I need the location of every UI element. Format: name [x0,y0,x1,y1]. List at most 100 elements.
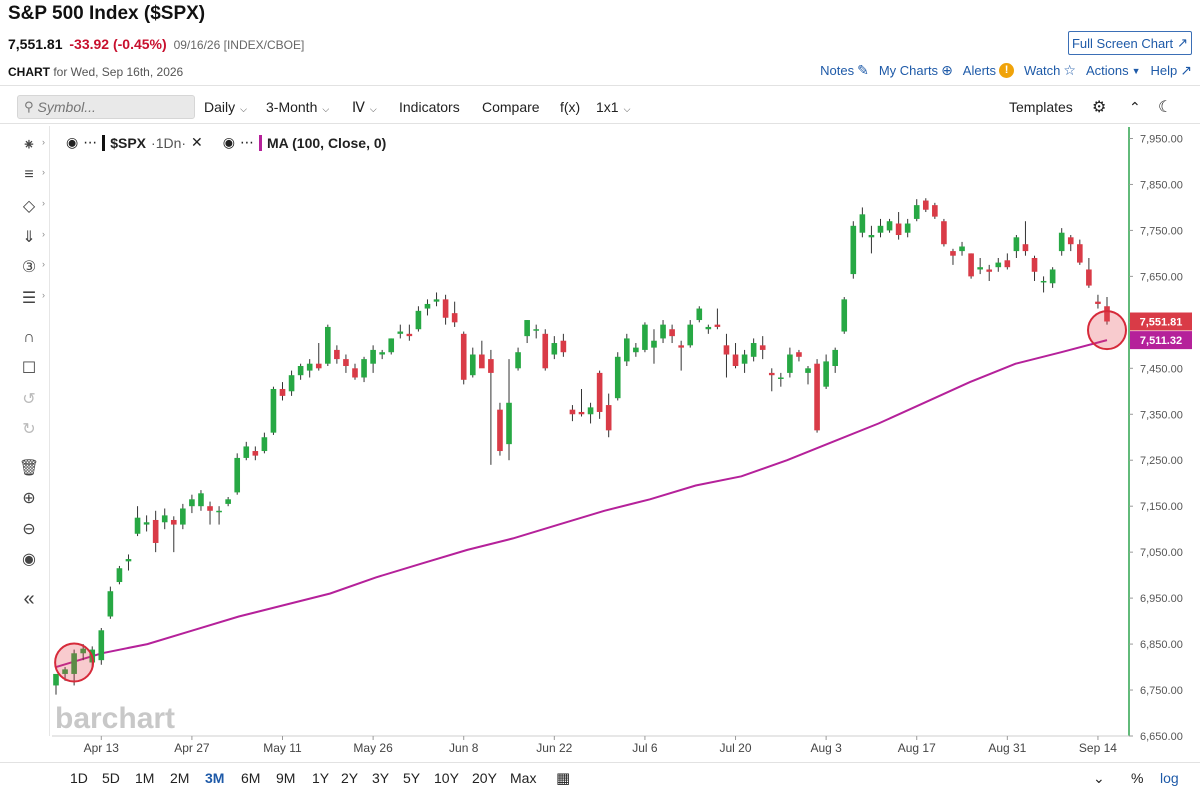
candle [506,359,512,461]
my-charts-link[interactable]: My Charts ⊕ [879,62,953,79]
undo-icon[interactable]: ↺ [22,391,36,408]
actions-menu[interactable]: Actions ▼ [1086,63,1141,78]
timeframe-20y[interactable]: 20Y [472,770,497,786]
candle [288,370,295,396]
zoom-in-icon[interactable]: ⊕ [22,490,36,507]
dark-mode-moon-icon[interactable]: ☾ [1158,99,1173,116]
timeframe-5d[interactable]: 5D [102,770,120,786]
y-tick-label: 7,150.00 [1140,501,1183,513]
help-link[interactable]: Help ↗ [1151,62,1192,79]
chevron-double-down-icon[interactable]: ⌄ [1093,770,1105,786]
candle-body [488,359,494,373]
candle-body [714,324,721,327]
fibonacci-tool-icon[interactable]: ☰ › [21,290,45,307]
range-dropdown[interactable]: 3-Month ⌵ [266,99,329,115]
line-tool-icon[interactable]: ⁕ › [22,137,45,154]
lock-icon[interactable]: ☐ [21,360,37,377]
timeframe-2m[interactable]: 2M [170,770,190,786]
timeframe-5y[interactable]: 5Y [403,770,421,786]
candle-body [732,354,739,367]
timeframe-6m[interactable]: 6M [241,770,261,786]
candle [152,510,159,553]
candle [805,366,811,385]
timeframe-3m[interactable]: 3M [205,770,225,786]
candle [469,347,476,378]
arrow-tool-icon[interactable]: ⇓ › [22,229,45,246]
compare-button[interactable]: Compare [482,99,540,115]
timeframe-9m[interactable]: 9M [276,770,296,786]
indicators-button[interactable]: Indicators [399,99,460,115]
layout-dropdown[interactable]: 1x1 ⌵ [596,99,630,115]
candle [243,441,250,461]
pattern-tool-icon[interactable]: ≡ › [24,166,45,183]
series-color-swatch [102,134,106,151]
y-tick-label: 6,750.00 [1140,685,1183,697]
candle [71,649,77,686]
candle-body [161,515,168,523]
close-icon[interactable]: ✕ [191,134,203,150]
candle-body [515,352,521,369]
candle [415,306,422,332]
timeframe-max[interactable]: Max [510,770,537,786]
collapse-sidebar-icon[interactable]: « [23,587,35,610]
annotation-number-icon[interactable]: ③ › [21,259,45,276]
candle-body [252,451,259,456]
redo-icon[interactable]: ↻ [22,421,36,438]
candle-body [315,363,322,369]
candle-body [642,324,648,350]
eye-icon[interactable]: ◉ [66,134,79,150]
candle [433,292,440,307]
timeframe-10y[interactable]: 10Y [434,770,459,786]
templates-button[interactable]: Templates [1009,99,1073,115]
candle-body [343,359,349,367]
candle-body [116,568,123,583]
candle [107,586,114,619]
more-dots-icon[interactable]: ⋯ [83,134,98,150]
shape-tool-icon[interactable]: ◇ › [22,198,45,215]
candle-body [460,333,467,380]
timeframe-1d[interactable]: 1D [70,770,88,786]
timeframe-1y[interactable]: 1Y [312,770,330,786]
y-tick-label: 7,750.00 [1140,225,1183,237]
candle [623,333,630,367]
candle [325,324,331,367]
candle-body [180,508,186,525]
collapse-up-icon[interactable]: ⌃ [1129,99,1141,115]
candle [207,501,213,525]
percent-scale-toggle[interactable]: % [1131,770,1144,786]
symbol-input[interactable] [37,99,188,115]
candle-body [560,340,567,353]
candle-body [977,267,983,270]
quote-line: 7,551.81 -33.92 (-0.45%) 09/16/26 [INDEX… [8,36,304,52]
settings-gear-icon[interactable]: ⚙ [1092,99,1107,116]
candle-body [1004,260,1011,268]
interval-dropdown[interactable]: Daily ⌵ [204,99,247,115]
full-screen-chart-button[interactable]: Full Screen Chart ↗ [1068,31,1192,55]
symbol-search[interactable]: ⚲ [17,95,195,119]
y-tick-label: 6,850.00 [1140,639,1183,651]
candle [306,359,313,378]
fx-button[interactable]: f(x) [560,99,581,115]
candle [678,340,684,371]
watch-link[interactable]: Watch ☆ [1024,62,1076,79]
log-scale-toggle[interactable]: log [1160,770,1179,786]
search-icon: ⚲ [24,99,34,114]
eye-icon[interactable]: ◉ [222,134,235,150]
legend-interval: ·1Dn· [151,134,187,151]
x-tick-label: May 11 [263,741,302,755]
magnet-icon[interactable]: ∩ [23,329,35,346]
candle-body [1013,237,1020,252]
timeframe-3y[interactable]: 3Y [372,770,390,786]
zoom-out-icon[interactable]: ⊖ [22,521,36,538]
chart-type-dropdown[interactable]: Ⅳ ⌵ [352,99,377,116]
trash-icon[interactable]: 🗑 [18,460,40,477]
layout-label: 1x1 [596,99,619,115]
more-dots-icon[interactable]: ⋯ [240,134,254,150]
notes-link[interactable]: Notes ✎ [820,62,869,79]
eye-icon[interactable]: ◉ [22,551,36,568]
timeframe-2y[interactable]: 2Y [341,770,359,786]
alerts-link[interactable]: Alerts! [963,63,1015,78]
timeframe-1m[interactable]: 1M [135,770,155,786]
calendar-icon[interactable]: ▦ [556,770,571,787]
